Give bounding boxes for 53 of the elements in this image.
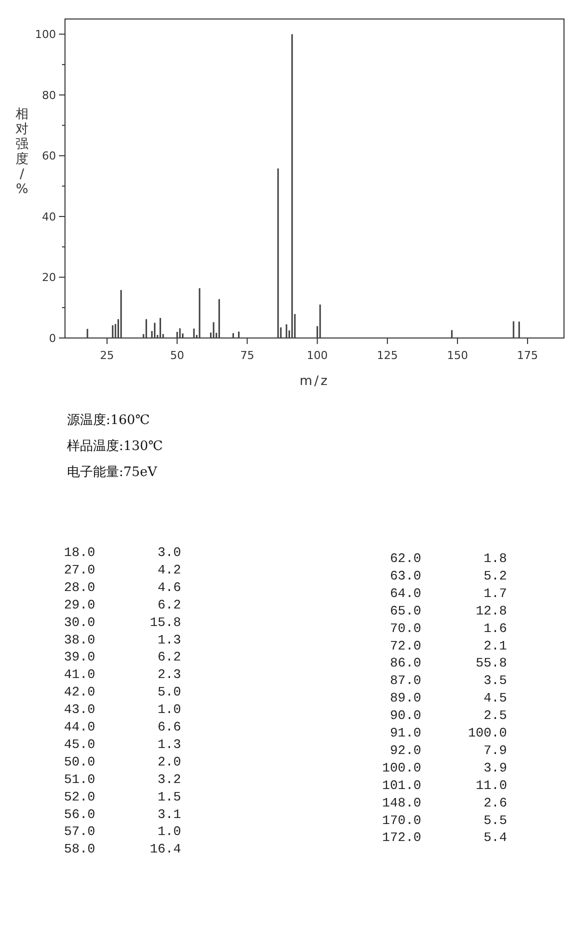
text: 100.0 3.9 [382, 760, 507, 776]
text: 62.0 1.8 [390, 551, 507, 566]
text: 172.0 5.4 [382, 830, 508, 846]
text: 27.0 4.2 [64, 562, 182, 578]
x-tick-label: 25 [100, 349, 114, 362]
text: 63.0 5.2 [390, 568, 507, 584]
text: 57.0 1.0 [64, 824, 182, 840]
text: 170.0 5.5 [382, 812, 507, 828]
text: 58.0 16.4 [64, 842, 182, 857]
y-tick-label: 20 [42, 271, 56, 284]
text: 91.0 100.0 [390, 726, 507, 740]
text: 样品温度:130℃ [67, 438, 163, 454]
text: 44.0 6.6 [64, 720, 182, 734]
text: 18.0 3.0 [64, 545, 182, 560]
y-tick-label: 60 [42, 150, 56, 163]
text: 29.0 6.2 [64, 597, 182, 612]
x-tick-label: 150 [446, 349, 468, 362]
text: 70.0 1.6 [390, 620, 507, 636]
text: 64.0 1.7 [390, 586, 507, 601]
text: 30.0 15.8 [64, 614, 182, 630]
text: 源温度:160℃ [67, 412, 150, 428]
x-tick-label: 100 [306, 349, 328, 362]
text: 45.0 1.3 [64, 736, 182, 752]
text: 148.0 2.6 [382, 795, 507, 810]
text: 38.0 1.3 [64, 632, 182, 648]
x-tick-label: 75 [240, 349, 254, 362]
text: 56.0 3.1 [64, 806, 182, 822]
text: 39.0 6.2 [64, 650, 182, 665]
text: 43.0 1.0 [64, 702, 182, 718]
text: 92.0 7.9 [390, 742, 507, 758]
text: 28.0 4.6 [64, 580, 182, 595]
x-axis-title: m/z [300, 374, 330, 389]
y-tick-label: 0 [49, 332, 56, 345]
text: 电子能量:75eV [67, 465, 158, 480]
text: 42.0 5.0 [64, 684, 182, 700]
y-tick-label: 100 [35, 28, 56, 42]
text: 86.0 55.8 [390, 656, 507, 671]
x-tick-label: 175 [517, 349, 538, 362]
y-tick-label: 80 [42, 88, 56, 102]
text: 72.0 2.1 [390, 638, 508, 654]
text: 41.0 2.3 [64, 667, 182, 682]
y-tick-label: 40 [42, 210, 56, 224]
y-axis-title: 相对强度/% [16, 107, 28, 197]
x-tick-label: 125 [376, 349, 398, 362]
text: 90.0 2.5 [390, 708, 507, 724]
x-tick-label: 50 [170, 349, 184, 362]
text: 51.0 3.2 [64, 772, 182, 787]
text: 50.0 2.0 [64, 754, 182, 770]
text: 87.0 3.5 [390, 673, 507, 688]
text: 65.0 12.8 [390, 603, 507, 618]
text: 52.0 1.5 [64, 789, 182, 804]
text: 89.0 4.5 [390, 690, 507, 706]
text: 101.0 11.0 [382, 778, 507, 793]
